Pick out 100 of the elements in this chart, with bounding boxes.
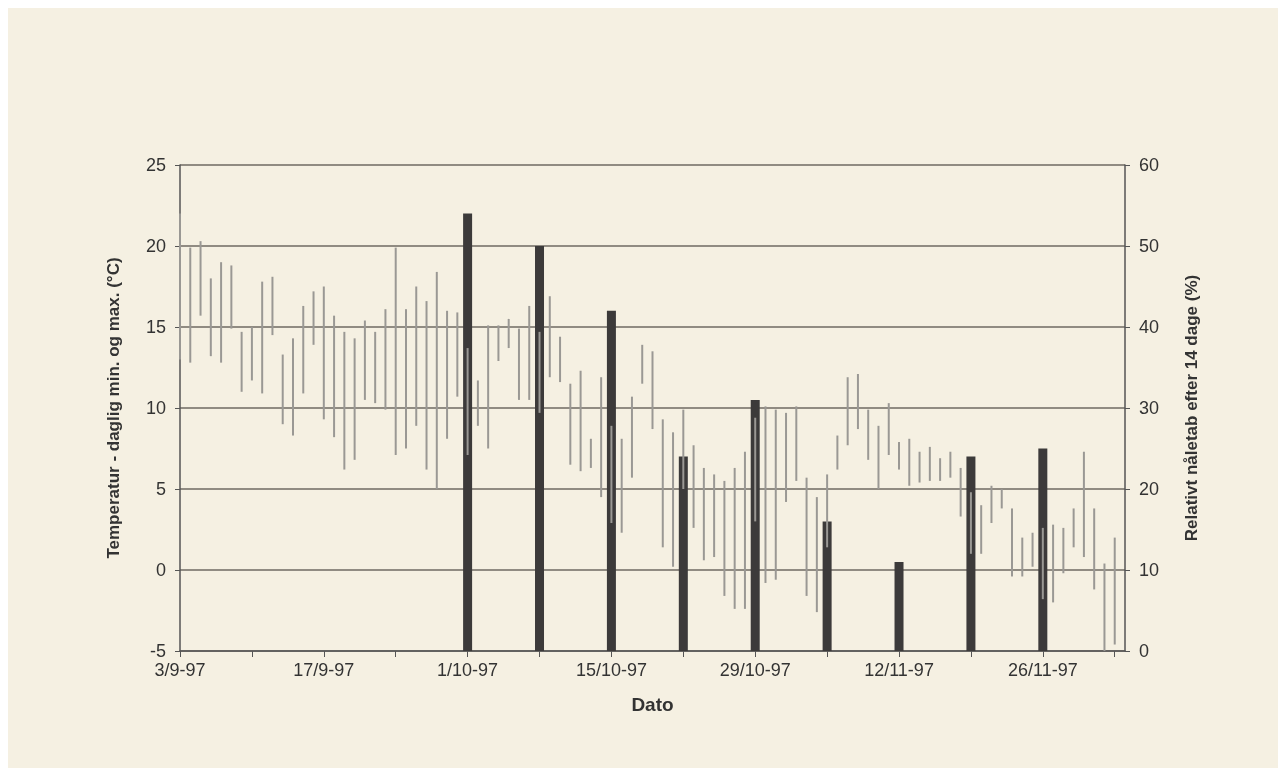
bar — [589, 438, 592, 468]
y-tick-label: -5 — [149, 641, 166, 661]
bar — [600, 377, 603, 498]
bar — [199, 241, 202, 316]
bar — [692, 445, 695, 528]
bar — [322, 286, 325, 420]
bar — [774, 409, 777, 580]
bar — [517, 328, 520, 400]
bar — [1038, 448, 1048, 651]
bar — [836, 435, 839, 470]
bar — [466, 348, 469, 455]
bar — [1021, 537, 1024, 577]
bar — [1052, 524, 1055, 603]
bar — [887, 403, 890, 455]
y2-tick-label: 40 — [1139, 317, 1160, 337]
bar — [456, 312, 459, 397]
bar — [425, 301, 428, 470]
bar — [1082, 451, 1085, 558]
y2-tick-label: 50 — [1139, 236, 1160, 256]
bar — [353, 338, 356, 460]
y2-axis-title: Relativt nåletab efter 14 dage (%) — [1182, 274, 1201, 542]
bar — [463, 213, 473, 651]
bar — [1041, 527, 1044, 600]
bar — [898, 442, 901, 470]
bar — [476, 380, 479, 426]
y2-tick-label: 30 — [1139, 398, 1160, 418]
y-tick-label: 0 — [155, 560, 166, 580]
bar — [230, 265, 233, 329]
bar — [374, 331, 377, 404]
bar — [1062, 527, 1065, 574]
x-tick-label: 29/10-97 — [719, 660, 791, 680]
bar — [404, 309, 407, 449]
y-axis-title: Temperatur - daglig min. og max. (°C) — [104, 257, 123, 559]
bar — [980, 505, 983, 554]
bar — [535, 246, 545, 651]
bar — [723, 480, 726, 596]
y2-tick-label: 0 — [1139, 641, 1150, 661]
bar — [446, 310, 449, 439]
y-tick-label: 5 — [155, 479, 166, 499]
y2-tick-label: 10 — [1139, 560, 1160, 580]
bar — [606, 310, 616, 651]
bar — [877, 425, 880, 489]
x-tick-label: 15/10-97 — [575, 660, 647, 680]
y2-tick-label: 60 — [1139, 155, 1160, 175]
bar — [846, 377, 849, 446]
bar — [894, 561, 904, 651]
bar — [959, 467, 962, 517]
bar — [302, 305, 305, 394]
bar — [291, 338, 294, 436]
bar — [209, 278, 212, 357]
bar — [702, 467, 705, 561]
bar — [966, 456, 976, 651]
bar — [1011, 508, 1014, 577]
x-tick-label: 1/10-97 — [437, 660, 499, 680]
bar — [764, 406, 767, 583]
bar — [928, 446, 931, 481]
y2-tick-label: 20 — [1139, 479, 1160, 499]
y-tick-label: 25 — [145, 155, 166, 175]
x-tick-label: 12/11-97 — [864, 660, 934, 680]
x-tick-label: 3/9-97 — [154, 660, 206, 680]
bar — [908, 438, 911, 486]
bar — [672, 432, 675, 567]
bar — [630, 396, 633, 478]
bar — [528, 305, 531, 400]
bar — [743, 451, 746, 609]
bar — [240, 331, 243, 392]
x-tick-label: 26/11-97 — [1007, 660, 1078, 680]
bar — [261, 281, 264, 394]
bar — [1113, 537, 1116, 645]
bar — [415, 286, 418, 426]
x-axis-title: Dato — [631, 694, 674, 715]
bar — [661, 419, 664, 548]
bar — [250, 327, 253, 381]
bar — [559, 336, 562, 383]
bar — [343, 331, 346, 470]
bar — [856, 373, 859, 430]
bar — [651, 351, 654, 430]
bar — [750, 399, 760, 651]
bar — [620, 438, 623, 533]
bar — [713, 474, 716, 558]
bar — [610, 425, 613, 524]
bar — [1103, 563, 1106, 651]
bar — [785, 412, 788, 502]
bar — [822, 521, 832, 651]
bar — [867, 409, 870, 460]
bar — [641, 344, 644, 384]
bar — [754, 417, 757, 522]
bar — [579, 370, 582, 472]
bar — [990, 485, 993, 524]
bar — [497, 325, 500, 362]
bar — [805, 477, 808, 596]
bar — [189, 247, 192, 363]
bar — [363, 320, 366, 400]
bar — [1093, 508, 1096, 590]
bar — [815, 497, 818, 613]
bar — [1000, 489, 1003, 509]
y-tick-label: 20 — [145, 236, 166, 256]
bar — [312, 291, 315, 345]
bar — [179, 213, 181, 360]
bar — [507, 318, 510, 349]
